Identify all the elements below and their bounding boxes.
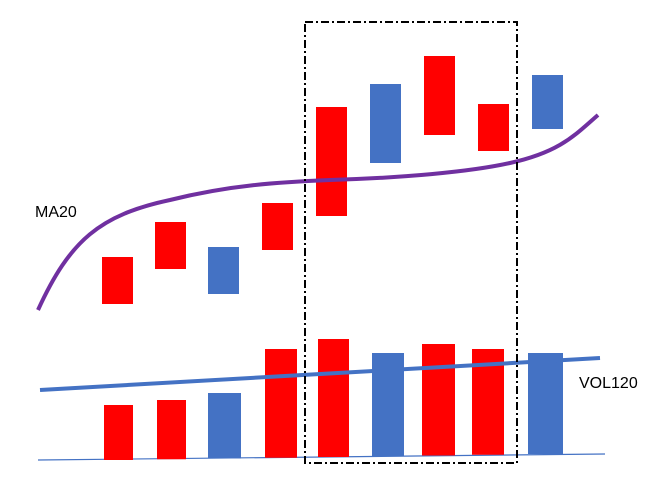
- volume-bar: [265, 349, 297, 458]
- ma20-line: [36, 113, 600, 311]
- candle-body: [478, 104, 509, 151]
- volume-bar: [528, 353, 563, 454]
- volume-bar: [104, 405, 133, 460]
- candle-body: [102, 257, 133, 304]
- candle-body: [208, 247, 239, 294]
- candle-body: [155, 222, 186, 269]
- volume-bar: [318, 339, 349, 457]
- candle-body: [316, 107, 347, 216]
- candle-body: [262, 203, 293, 250]
- volume-bar: [157, 400, 186, 460]
- candle-body: [532, 75, 563, 129]
- vol-label: VOL120: [579, 375, 638, 392]
- highlight-box: [304, 21, 518, 464]
- volume-bar: [422, 344, 455, 456]
- volume-bar: [208, 393, 241, 459]
- candle-body: [370, 84, 401, 163]
- candle-body: [424, 56, 455, 135]
- ma-label: MA20: [35, 204, 77, 221]
- vol120-line: [39, 356, 601, 392]
